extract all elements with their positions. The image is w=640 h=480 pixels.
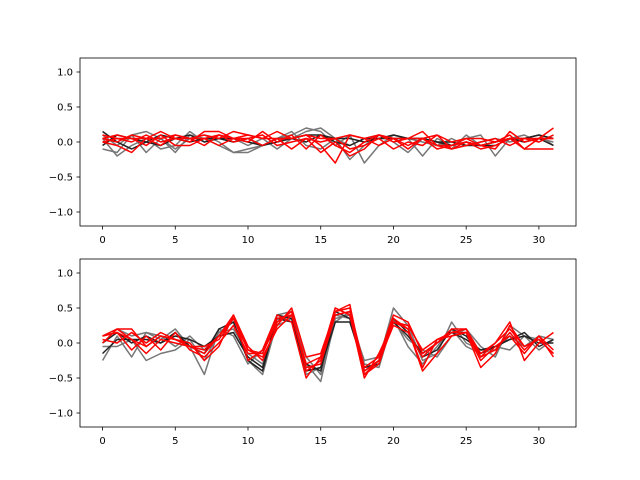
x-tick-label: 30 [533, 235, 546, 246]
x-tick-label: 5 [172, 436, 178, 447]
x-tick-label: 10 [242, 235, 255, 246]
x-tick-label: 0 [99, 436, 105, 447]
y-tick-label: −1.0 [49, 208, 73, 219]
y-tick-label: 0.0 [57, 339, 73, 350]
x-tick-label: 25 [460, 235, 473, 246]
x-tick-label: 20 [387, 235, 400, 246]
bottom-subplot: 0 5 10 15 20 25 30 −1.0 −0.5 0.0 0.5 1.0 [49, 258, 577, 447]
x-tick-label: 25 [460, 436, 473, 447]
series-line-9 [102, 307, 554, 372]
series-line-8 [102, 134, 554, 157]
y-tick-label: 1.0 [57, 269, 73, 280]
series-group [101, 127, 554, 164]
y-tick-label: −1.0 [49, 409, 73, 420]
y-tick-label: 0.5 [57, 304, 73, 315]
y-tick-label: −0.5 [49, 173, 73, 184]
top-subplot: 0 5 10 15 20 25 30 −1.0 −0.5 0.0 0.5 1.0 [49, 57, 577, 246]
series-line-8 [102, 310, 554, 376]
y-tick-label: 0.0 [57, 138, 73, 149]
series-line-9 [102, 134, 554, 143]
series-line-7 [102, 303, 555, 376]
x-tick-label: 15 [314, 436, 327, 447]
x-tick-label: 0 [99, 235, 105, 246]
y-tick-label: 1.0 [57, 68, 73, 79]
x-tick-label: 15 [314, 235, 327, 246]
x-tick-label: 30 [533, 436, 546, 447]
series-group [101, 303, 555, 383]
y-tick-label: 0.5 [57, 103, 73, 114]
x-tick-label: 5 [172, 235, 178, 246]
x-tick-label: 20 [387, 436, 400, 447]
series-line-7 [102, 134, 554, 150]
x-tick-label: 10 [242, 436, 255, 447]
y-tick-label: −0.5 [49, 374, 73, 385]
